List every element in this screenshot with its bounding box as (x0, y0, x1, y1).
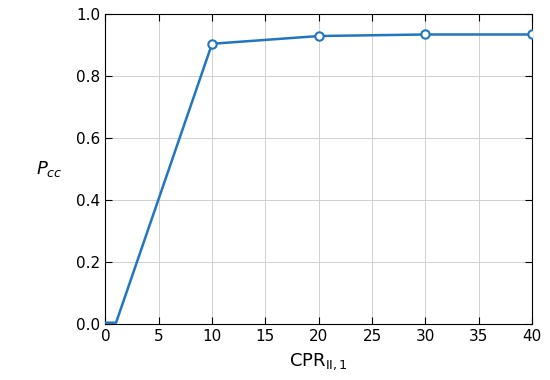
Y-axis label: $P_{cc}$: $P_{cc}$ (36, 159, 62, 179)
X-axis label: CPR$_{\mathregular{II,1}}$: CPR$_{\mathregular{II,1}}$ (289, 351, 348, 372)
